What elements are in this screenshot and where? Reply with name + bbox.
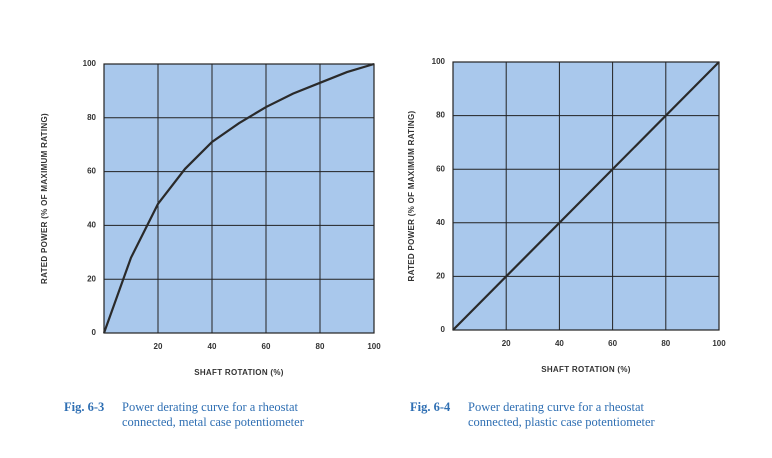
x-tick-label: 40 xyxy=(555,339,564,348)
y-tick-label: 20 xyxy=(87,274,96,283)
x-tick-label: 80 xyxy=(316,342,325,351)
x-tick-label: 80 xyxy=(661,339,670,348)
y-tick-label: 40 xyxy=(436,218,445,227)
x-tick-label: 40 xyxy=(208,342,217,351)
y-tick-label: 60 xyxy=(436,164,445,173)
y-tick-label: 0 xyxy=(92,328,97,337)
data-line xyxy=(452,61,720,331)
y-axis-label: RATED POWER (% OF MAXIMUM RATING) xyxy=(40,113,49,284)
x-axis-label: SHAFT ROTATION (%) xyxy=(194,368,284,377)
data-line xyxy=(102,62,375,334)
x-tick-label: 20 xyxy=(502,339,511,348)
caption-line: Power derating curve for a rheostat xyxy=(468,400,644,414)
caption-label: Fig. 6-3 xyxy=(64,400,104,414)
x-tick-label: 100 xyxy=(712,339,726,348)
y-tick-label: 60 xyxy=(87,167,96,176)
caption-line: connected, plastic case potentiometer xyxy=(468,415,656,429)
caption-line: Power derating curve for a rheostat xyxy=(122,400,298,414)
x-tick-label: 60 xyxy=(608,339,617,348)
x-tick-label: 60 xyxy=(262,342,271,351)
caption-label: Fig. 6-4 xyxy=(410,400,451,414)
y-tick-label: 40 xyxy=(87,221,96,230)
y-tick-label: 80 xyxy=(436,111,445,120)
x-tick-label: 100 xyxy=(367,342,381,351)
y-tick-label: 20 xyxy=(436,272,445,281)
y-tick-label: 100 xyxy=(83,59,97,68)
y-tick-label: 80 xyxy=(87,113,96,122)
y-axis-label: RATED POWER (% OF MAXIMUM RATING) xyxy=(407,111,416,282)
y-tick-label: 100 xyxy=(432,57,446,66)
x-tick-label: 20 xyxy=(154,342,163,351)
caption-line: connected, metal case potentiometer xyxy=(122,415,305,429)
x-axis-label: SHAFT ROTATION (%) xyxy=(541,365,631,374)
y-tick-label: 0 xyxy=(441,325,446,334)
plot-area xyxy=(103,63,375,334)
